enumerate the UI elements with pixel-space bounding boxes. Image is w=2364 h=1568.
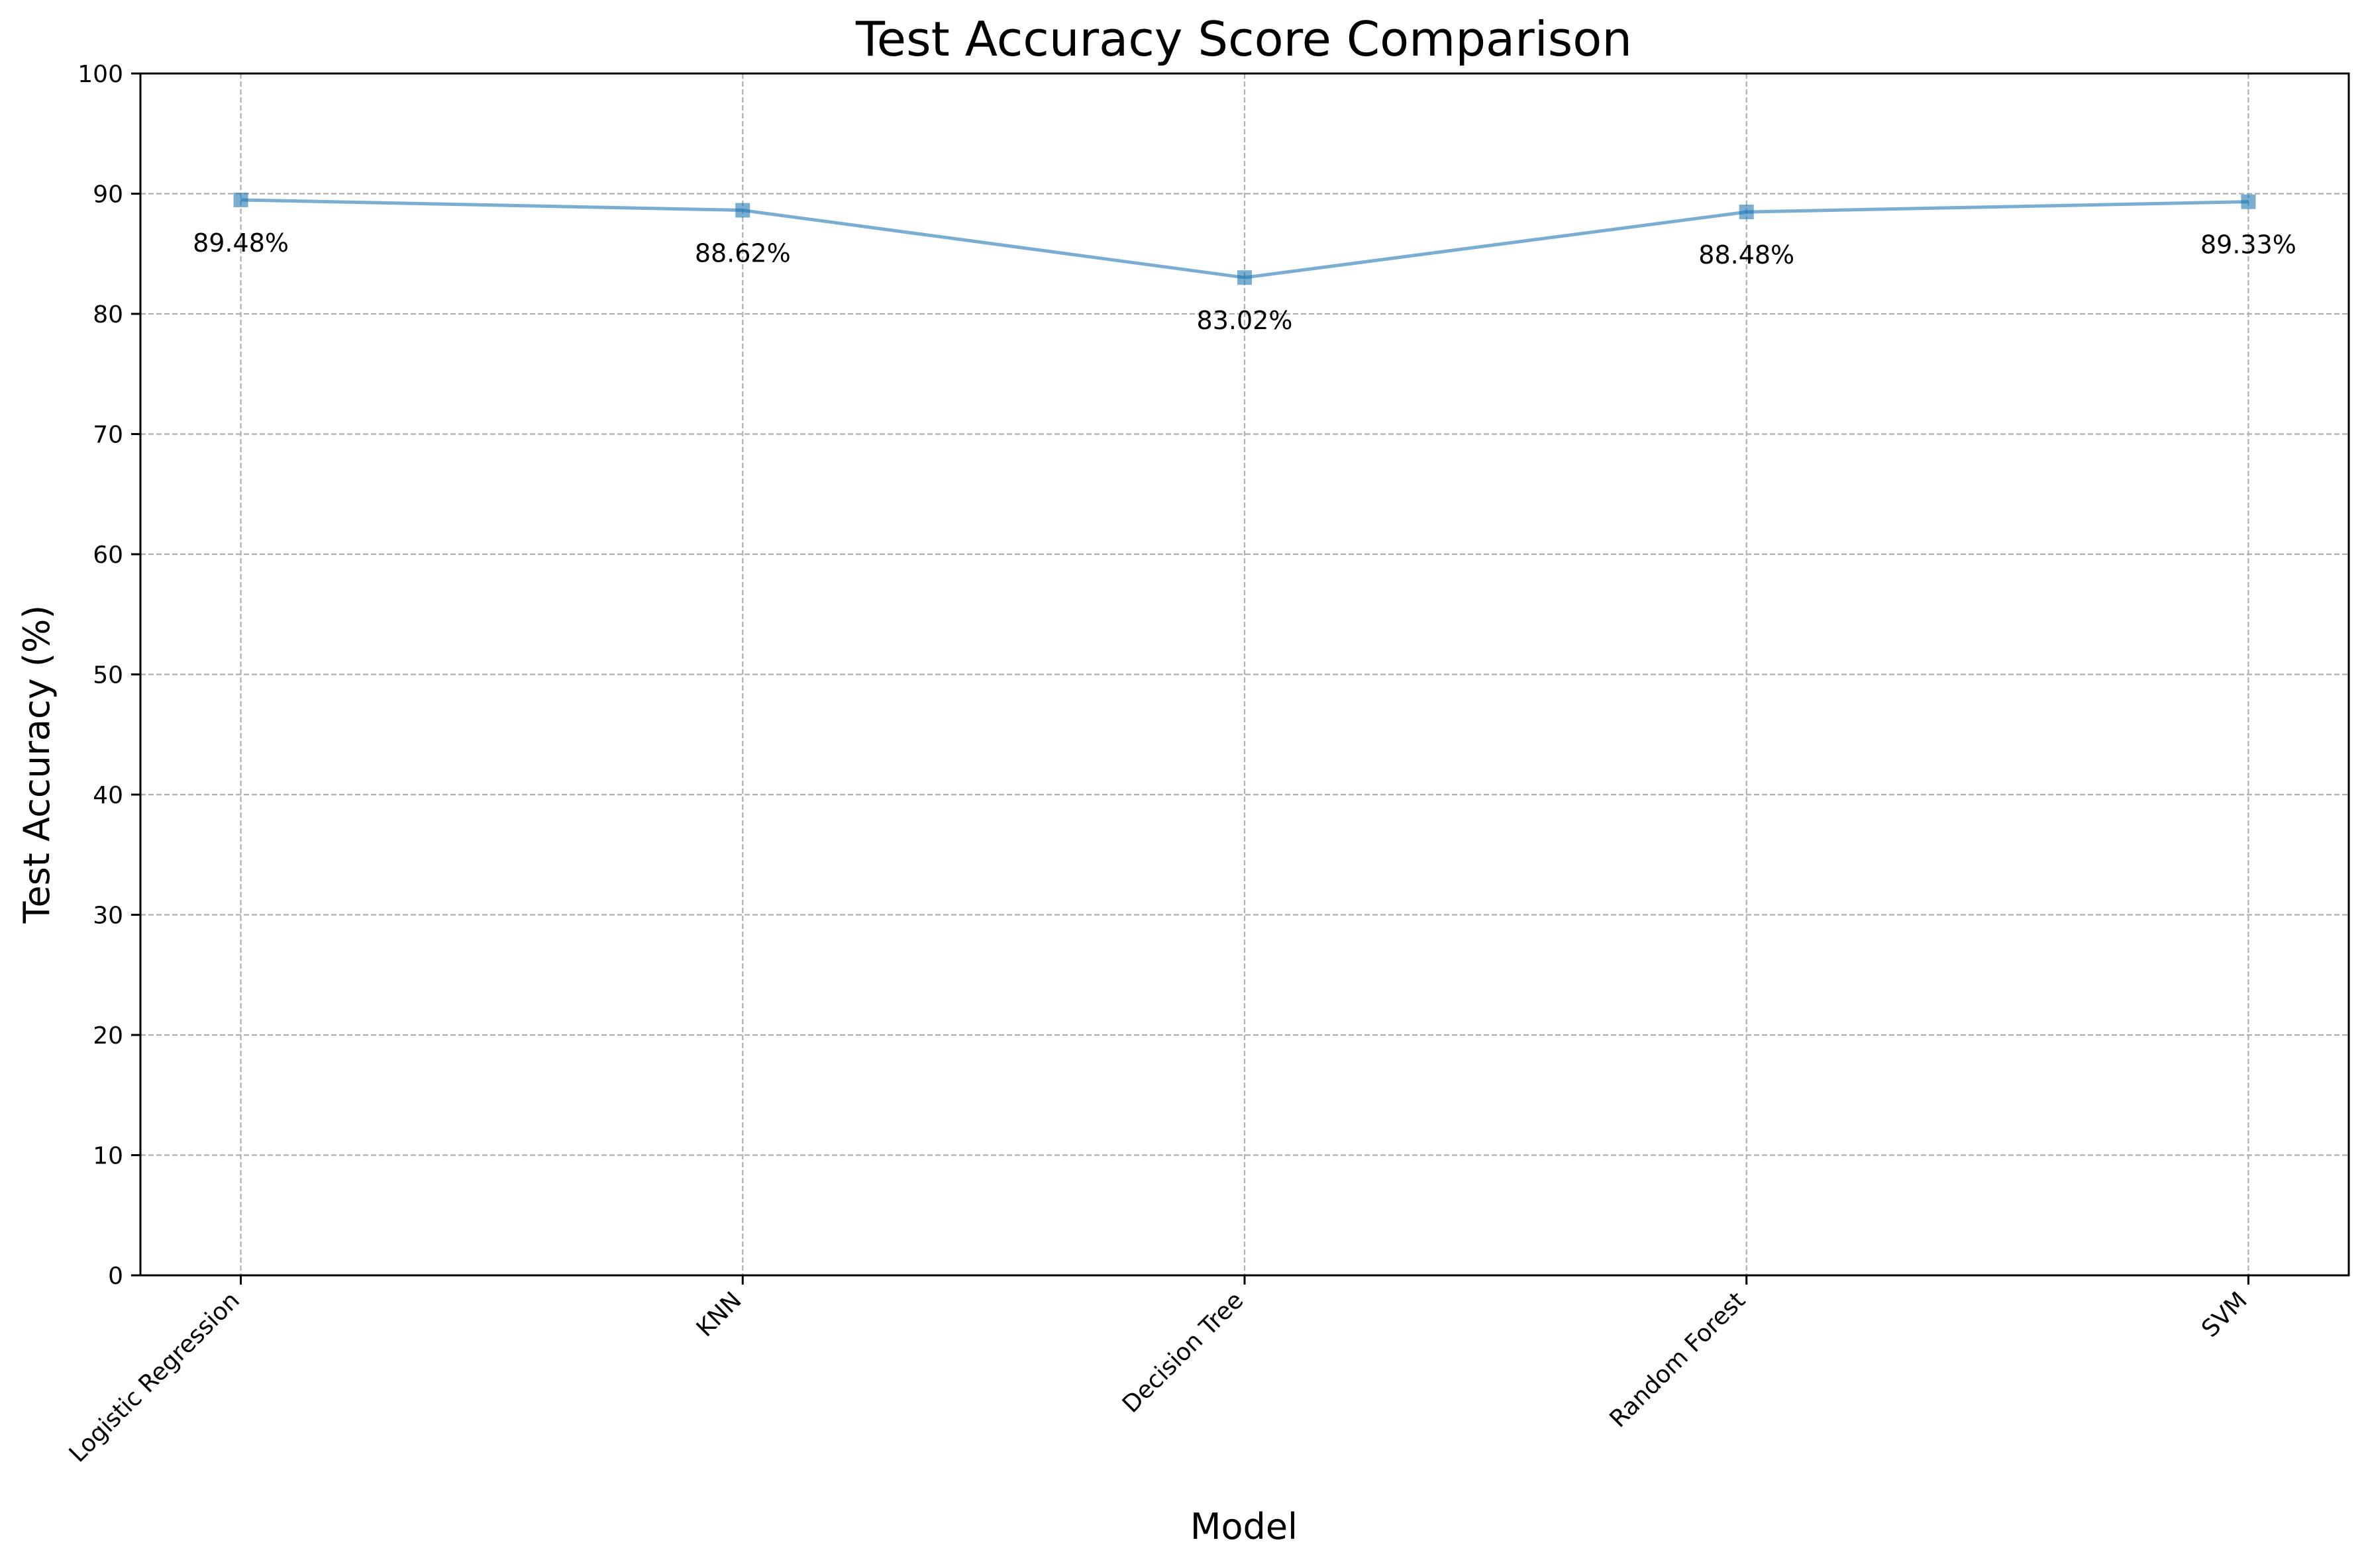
chart-title: Test Accuracy Score Comparison [855, 11, 1632, 67]
y-tick-label: 100 [77, 61, 123, 88]
y-tick-label: 50 [93, 662, 123, 689]
data-point-marker [1739, 205, 1754, 220]
data-point-marker [735, 203, 750, 218]
data-labels: 89.48% 88.62% 83.02% 88.48% 89.33% [193, 228, 2296, 335]
data-point-marker [2241, 194, 2256, 209]
y-tick-label: 0 [108, 1263, 123, 1290]
data-point-marker [1237, 270, 1252, 285]
x-tick-label: SVM [2196, 1287, 2253, 1343]
y-tick-label: 10 [93, 1143, 123, 1170]
x-tick-label: Logistic Regression [64, 1287, 245, 1467]
data-label: 89.48% [193, 228, 289, 258]
x-tick-label: Decision Tree [1117, 1287, 1249, 1418]
data-label: 88.48% [1698, 240, 1794, 270]
data-label: 89.33% [2200, 230, 2296, 260]
y-tick-label: 40 [93, 782, 123, 809]
y-tick-label: 20 [93, 1022, 123, 1050]
data-label: 88.62% [695, 239, 791, 268]
y-tick-label: 60 [93, 542, 123, 569]
y-tick-label: 80 [93, 301, 123, 328]
plot-frame [139, 72, 2350, 1277]
y-tick-label: 30 [93, 903, 123, 930]
grid [140, 72, 2349, 1277]
y-tick-label: 70 [93, 422, 123, 449]
x-axis-title: Model [1190, 1506, 1298, 1547]
y-axis-title: Test Accuracy (%) [16, 605, 58, 924]
x-tick-label: KNN [692, 1287, 747, 1342]
x-tick-label: Random Forest [1604, 1287, 1751, 1433]
data-point-marker [233, 192, 248, 207]
series-line [233, 192, 2256, 285]
data-label: 83.02% [1197, 306, 1293, 335]
y-tick-label: 90 [93, 181, 123, 209]
